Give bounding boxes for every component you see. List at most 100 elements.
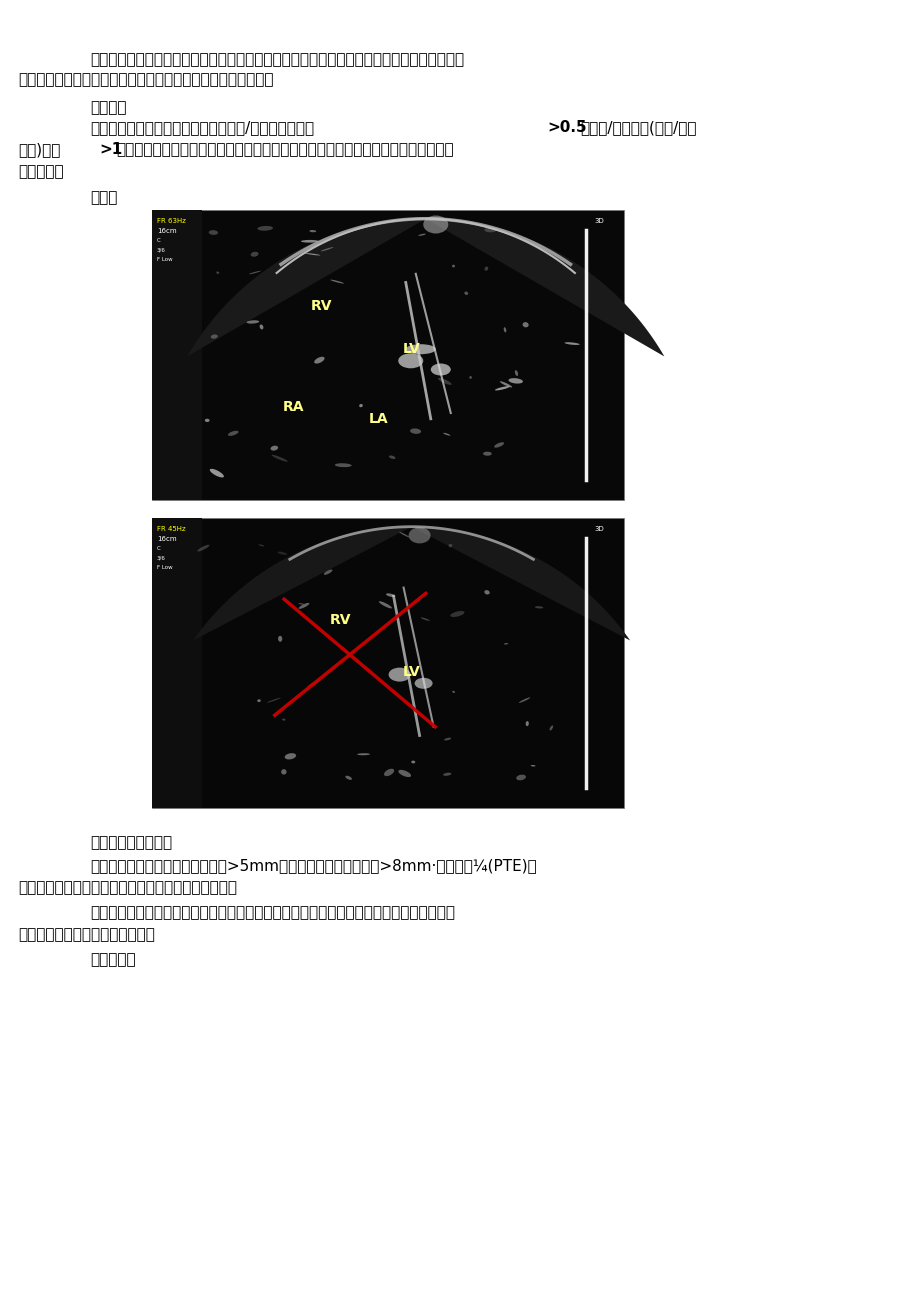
Text: LV: LV [403, 342, 420, 356]
Ellipse shape [504, 643, 507, 644]
Ellipse shape [250, 252, 258, 256]
Ellipse shape [414, 678, 432, 688]
Ellipse shape [444, 738, 450, 740]
Ellipse shape [210, 334, 218, 338]
Ellipse shape [216, 272, 219, 275]
Ellipse shape [278, 636, 282, 641]
Text: RV: RV [311, 299, 333, 312]
Ellipse shape [430, 363, 450, 376]
Text: 3D: 3D [594, 219, 603, 224]
Ellipse shape [564, 342, 579, 345]
Ellipse shape [411, 761, 414, 764]
Text: 3/6: 3/6 [157, 247, 165, 252]
Ellipse shape [405, 345, 436, 354]
Ellipse shape [197, 545, 210, 552]
Ellipse shape [282, 718, 285, 721]
Ellipse shape [205, 419, 210, 422]
Ellipse shape [534, 606, 542, 609]
Ellipse shape [516, 774, 526, 781]
Ellipse shape [301, 239, 318, 242]
Text: 者，右室壁基底部至游惠部运动幅度然低，甚至消失。: 者，右室壁基底部至游惠部运动幅度然低，甚至消失。 [18, 879, 237, 895]
Ellipse shape [423, 216, 448, 233]
Ellipse shape [305, 254, 320, 255]
Ellipse shape [246, 320, 259, 324]
Ellipse shape [525, 721, 528, 726]
Ellipse shape [299, 602, 309, 609]
Text: C: C [157, 238, 161, 243]
Ellipse shape [448, 544, 452, 548]
Text: 」或者左心室收缩末期和舒张末期径均减小，尤以舒张末期为著时，即可判定血栓性: 」或者左心室收缩末期和舒张末期径均减小，尤以舒张末期为著时，即可判定血栓性 [116, 142, 453, 157]
Ellipse shape [398, 354, 423, 368]
Ellipse shape [452, 691, 455, 693]
Ellipse shape [379, 601, 391, 609]
Text: 横径)比值: 横径)比值 [18, 142, 61, 157]
Ellipse shape [443, 773, 451, 775]
Text: 幅度降低可视但并非，个收化的标准，因此在把握和判断上存在疑议，这电呢就为大家分享: 幅度降低可视但并非，个收化的标准，因此在把握和判断上存在疑议，这电呢就为大家分享 [90, 905, 455, 920]
Ellipse shape [410, 428, 421, 433]
Ellipse shape [399, 532, 409, 537]
Text: 向心动图下的肺血栓栓塞症是什么样的呢？赶紧一起来看在吧！: 向心动图下的肺血栓栓塞症是什么样的呢？赶紧一起来看在吧！ [18, 72, 273, 87]
Text: 正常声像图: 正常声像图 [90, 952, 135, 967]
Ellipse shape [494, 442, 504, 448]
Text: LV: LV [403, 665, 420, 679]
Text: FR 63Hz: FR 63Hz [157, 219, 186, 224]
Ellipse shape [209, 230, 218, 235]
Text: 一点观察的要点，同样看图说话：: 一点观察的要点，同样看图说话： [18, 928, 154, 942]
Ellipse shape [522, 323, 528, 328]
Text: RA: RA [282, 401, 304, 414]
Ellipse shape [358, 405, 362, 407]
Ellipse shape [270, 446, 278, 450]
Text: 右室里运动幅度减低: 右室里运动幅度减低 [90, 835, 172, 850]
Text: F Low: F Low [157, 258, 173, 262]
Ellipse shape [267, 697, 280, 703]
Ellipse shape [450, 611, 464, 617]
Ellipse shape [494, 386, 509, 390]
Ellipse shape [469, 376, 471, 379]
Ellipse shape [499, 381, 512, 388]
Ellipse shape [508, 379, 522, 384]
Ellipse shape [437, 377, 451, 385]
Ellipse shape [257, 700, 260, 703]
Text: 16cm: 16cm [157, 536, 176, 543]
Ellipse shape [278, 552, 287, 556]
Ellipse shape [259, 324, 263, 329]
Ellipse shape [314, 356, 324, 363]
PathPatch shape [187, 219, 664, 356]
Ellipse shape [518, 697, 529, 703]
Ellipse shape [388, 667, 410, 682]
Ellipse shape [309, 230, 316, 233]
Ellipse shape [323, 570, 332, 575]
Text: 肺栓塞症。: 肺栓塞症。 [18, 164, 63, 180]
Text: >1: >1 [99, 142, 122, 157]
Ellipse shape [451, 264, 454, 268]
Ellipse shape [386, 593, 395, 597]
Text: 3/6: 3/6 [157, 556, 165, 559]
Text: ；右室/左室横径(右房/左房: ；右室/左室横径(右房/左房 [579, 120, 696, 135]
Text: C: C [157, 546, 161, 552]
Ellipse shape [484, 228, 496, 233]
Text: 正常情况下，右室前壁运动两度应>5mm，右室的黑壁运动幅度会>8mm·但对肺检¼(PTE)患: 正常情况下，右室前壁运动两度应>5mm，右室的黑壁运动幅度会>8mm·但对肺检¼… [90, 857, 536, 873]
Ellipse shape [307, 679, 321, 687]
Ellipse shape [210, 468, 223, 477]
Ellipse shape [330, 280, 344, 284]
Text: >0.5: >0.5 [547, 120, 586, 135]
Text: 精准度是超声不可否认的短板，但凭借其使徒无创，在肺栓塞的诊断仍占据一席之地，那么超: 精准度是超声不可否认的短板，但凭借其使徒无创，在肺栓塞的诊断仍占据一席之地，那么… [90, 52, 463, 66]
Ellipse shape [345, 775, 352, 779]
Ellipse shape [357, 753, 369, 756]
Bar [152, 518, 623, 808]
Ellipse shape [228, 431, 238, 436]
Text: LA: LA [369, 412, 388, 425]
Text: 16cm: 16cm [157, 228, 176, 234]
Text: F Low: F Low [157, 565, 173, 570]
Text: 右心扩大: 右心扩大 [90, 100, 127, 114]
Ellipse shape [483, 591, 489, 595]
Ellipse shape [258, 544, 264, 546]
Ellipse shape [281, 769, 286, 774]
Text: 作为球特异的超声心动图特征，当右室/左室前后径比值: 作为球特异的超声心动图特征，当右室/左室前后径比值 [90, 120, 313, 135]
Bar [152, 209, 202, 500]
Ellipse shape [284, 753, 296, 760]
Ellipse shape [549, 726, 552, 730]
Ellipse shape [418, 234, 425, 235]
Ellipse shape [443, 433, 450, 436]
Ellipse shape [482, 451, 491, 455]
